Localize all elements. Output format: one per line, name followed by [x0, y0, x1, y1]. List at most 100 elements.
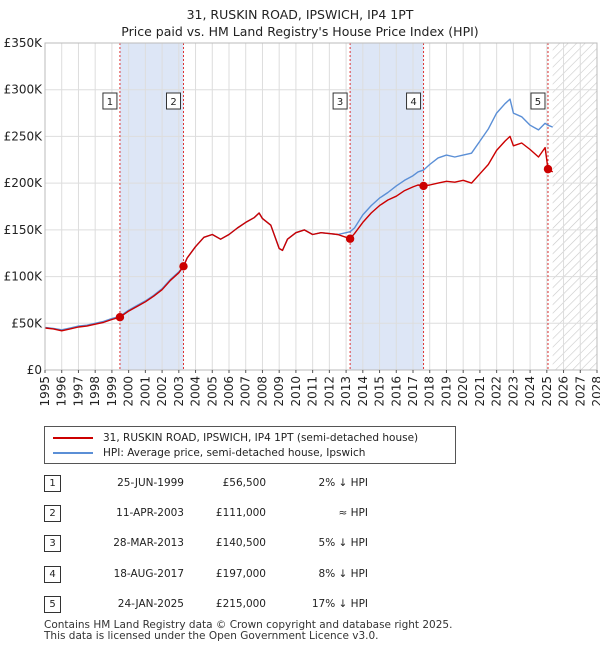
sale-point-5	[543, 164, 553, 174]
footer-line-1: Contains HM Land Registry data © Crown c…	[44, 619, 453, 631]
x-tick-label: 2007	[239, 376, 253, 407]
x-tick-label: 1999	[105, 376, 119, 407]
sale-hpi-delta: ≈ HPI	[338, 507, 368, 519]
table-row: 2 11-APR-2003 £111,000 ≈ HPI	[44, 504, 564, 524]
sale-price: £215,000	[215, 598, 266, 610]
x-tick-label: 2025	[540, 376, 554, 407]
sale-marker-box	[102, 92, 118, 110]
x-tick-label: 2027	[573, 376, 587, 407]
x-tick-label: 2018	[423, 376, 437, 407]
table-row: 3 28-MAR-2013 £140,500 5% ↓ HPI	[44, 534, 564, 554]
x-tick-label: 2021	[473, 376, 487, 407]
footer-attribution: Contains HM Land Registry data © Crown c…	[44, 620, 452, 642]
sale-marker-label: 4	[410, 97, 416, 108]
x-tick-label: 2010	[289, 376, 303, 407]
footer-line-2: This data is licensed under the Open Gov…	[44, 630, 379, 642]
sale-number: 2	[44, 505, 61, 522]
sale-point-3	[345, 234, 355, 243]
x-tick-label: 1995	[38, 376, 52, 407]
legend-item-price: 31, RUSKIN ROAD, IPSWICH, IP4 1PT (semi-…	[53, 431, 418, 445]
sale-marker-1: 1	[102, 92, 118, 110]
x-tick-label: 1997	[71, 376, 85, 407]
y-tick-label: £250K	[4, 129, 44, 143]
sale-price: £56,500	[222, 477, 266, 489]
sale-point-2	[179, 262, 188, 271]
chart-title: 31, RUSKIN ROAD, IPSWICH, IP4 1PT	[186, 7, 414, 22]
x-tick-label: 2005	[205, 376, 219, 407]
sale-number: 5	[44, 596, 61, 613]
sale-number: 4	[44, 566, 61, 583]
x-tick-label: 1996	[55, 376, 69, 407]
sale-marker-box	[406, 92, 422, 110]
x-tick-label: 2003	[172, 376, 186, 407]
price-chart: 1 2 3 4 5 £0 £50K £100K £150K £200K £250K £300K £35…	[4, 36, 600, 407]
sale-marker-box	[530, 92, 546, 110]
x-tick-label: 2013	[339, 376, 353, 407]
sale-hpi-delta: 8% ↓ HPI	[318, 568, 368, 580]
x-tick-label: 2023	[506, 376, 520, 407]
sale-price: £140,500	[215, 537, 266, 549]
y-tick-label: £350K	[4, 36, 44, 50]
table-row: 4 18-AUG-2017 £197,000 8% ↓ HPI	[44, 565, 564, 585]
sale-date: 11-APR-2003	[116, 507, 184, 519]
sale-date: 28-MAR-2013	[113, 537, 184, 549]
x-tick-label: 2002	[155, 376, 169, 407]
sale-marker-label: 5	[535, 97, 541, 108]
y-tick-label: £0	[27, 363, 42, 377]
sale-marker-box	[166, 92, 182, 110]
sale-date: 18-AUG-2017	[113, 568, 184, 580]
x-tick-label: 2014	[356, 376, 370, 407]
price-paid-line	[44, 135, 554, 332]
sale-marker-5: 5	[530, 92, 546, 110]
sale-marker-3: 3	[332, 92, 348, 110]
table-row: 1 25-JUN-1999 £56,500 2% ↓ HPI	[44, 474, 564, 494]
x-tick-label: 2016	[389, 376, 403, 407]
x-tick-label: 2004	[189, 376, 203, 407]
legend-swatch-price	[53, 437, 93, 439]
x-tick-label: 2022	[490, 376, 504, 407]
sale-date: 24-JAN-2025	[117, 598, 184, 610]
x-tick-label: 2017	[406, 376, 420, 407]
y-tick-label: £100K	[4, 270, 44, 284]
sale-marker-label: 2	[170, 97, 176, 108]
x-tick-label: 2008	[255, 376, 269, 407]
legend-label-hpi: HPI: Average price, semi-detached house,…	[103, 447, 366, 459]
x-tick-label: 2024	[523, 376, 537, 407]
sale-marker-label: 1	[107, 97, 113, 108]
y-tick-label: £150K	[4, 223, 44, 237]
shaded-band	[119, 43, 184, 370]
x-tick-label: 2009	[272, 376, 286, 407]
x-tick-label: 2000	[122, 376, 136, 407]
legend-label-price: 31, RUSKIN ROAD, IPSWICH, IP4 1PT (semi-…	[103, 432, 419, 444]
x-tick-label: 2015	[373, 376, 387, 407]
x-tick-label: 2019	[439, 376, 453, 407]
x-tick-label: 2012	[322, 376, 336, 407]
sale-marker-2: 2	[166, 92, 182, 110]
sale-marker-box	[332, 92, 348, 110]
sale-hpi-delta: 2% ↓ HPI	[318, 477, 368, 489]
sale-marker-label: 3	[337, 97, 343, 108]
y-tick-label: £200K	[4, 176, 44, 190]
future-hatch-region	[552, 43, 597, 370]
sale-marker-4: 4	[406, 92, 422, 110]
sale-date: 25-JUN-1999	[117, 477, 184, 489]
sale-price: £111,000	[215, 507, 266, 519]
x-tick-label: 2026	[557, 376, 571, 407]
x-tick-label: 1998	[88, 376, 102, 407]
plot-frame	[44, 42, 598, 371]
x-tick-label: 2001	[138, 376, 152, 407]
legend-item-hpi: HPI: Average price, semi-detached house,…	[53, 446, 365, 460]
y-tick-label: £300K	[4, 83, 44, 97]
x-tick-label: 2006	[222, 376, 236, 407]
sale-point-4	[419, 181, 428, 191]
sale-price: £197,000	[215, 568, 266, 580]
x-tick-label: 2020	[456, 376, 470, 407]
sale-number: 3	[44, 535, 61, 552]
sale-hpi-delta: 5% ↓ HPI	[318, 537, 368, 549]
sale-point-1	[115, 313, 125, 322]
x-tick-label: 2011	[306, 376, 320, 407]
sale-hpi-delta: 17% ↓ HPI	[311, 598, 368, 610]
chart-subtitle: Price paid vs. HM Land Registry's House …	[121, 24, 479, 39]
chart-legend: 31, RUSKIN ROAD, IPSWICH, IP4 1PT (semi-…	[44, 426, 456, 464]
legend-swatch-hpi	[53, 452, 93, 454]
